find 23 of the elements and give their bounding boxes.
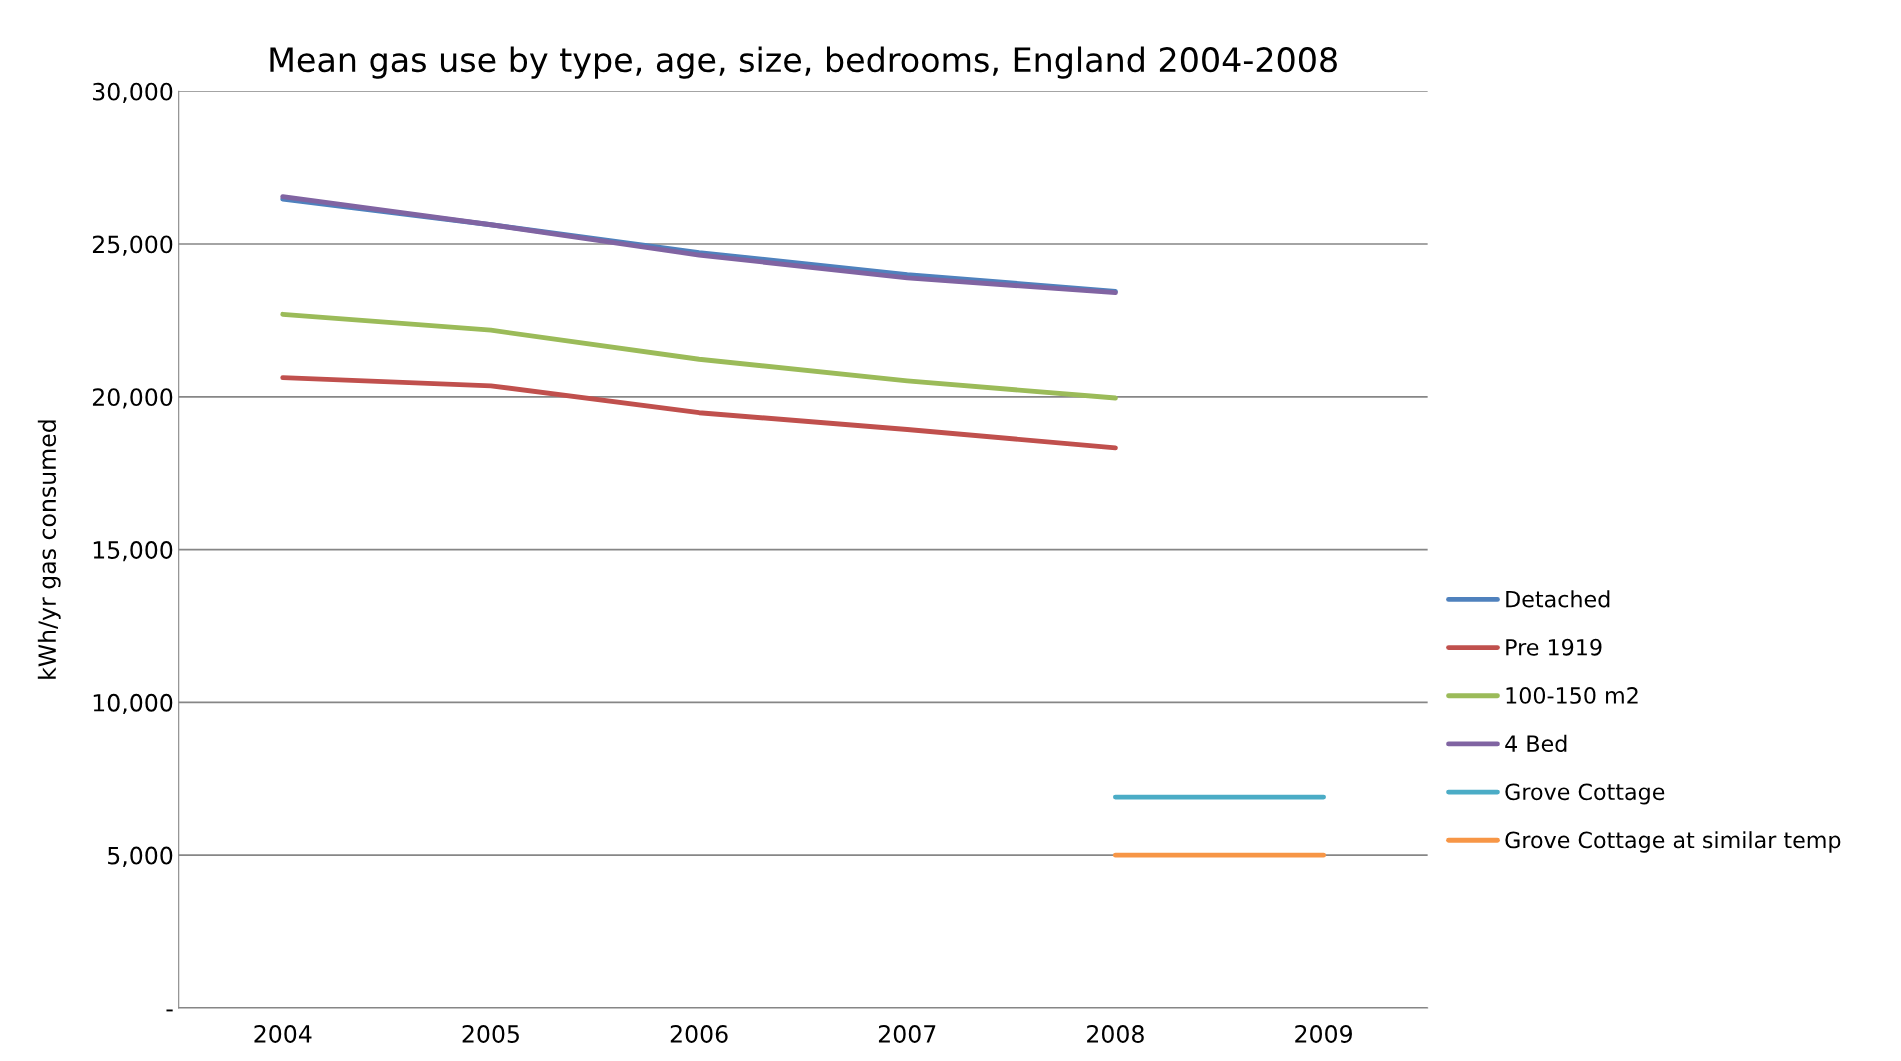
- x-tick-label: 2004: [254, 1025, 312, 1043]
- y-tick-label: 15,000: [93, 541, 173, 562]
- x-tick-label: 2008: [1087, 1025, 1144, 1043]
- y-axis-title: kWh/yr gas consumed: [37, 420, 61, 679]
- chart-title: Mean gas use by type, age, size, bedrooms, England 2004-2008: [270, 46, 1337, 79]
- legend-label: Grove Cottage at similar temp: [1505, 831, 1841, 853]
- y-tick-label: 10,000: [93, 693, 173, 715]
- y-tick-label: 25,000: [92, 235, 173, 256]
- y-tick-label: 5,000: [108, 846, 173, 867]
- line-series: [280, 375, 1118, 451]
- line-series: [280, 311, 1118, 401]
- y-tick-label: 30,000: [93, 82, 173, 103]
- x-tick-label: 2006: [670, 1025, 728, 1043]
- legend-label: Grove Cottage: [1505, 783, 1665, 805]
- legend-label: Detached: [1506, 590, 1610, 608]
- legend-label: 100-150 m2: [1506, 687, 1638, 704]
- x-tick-label: 2007: [878, 1025, 936, 1043]
- y-tick-label: -: [166, 1009, 173, 1012]
- x-tick-label: 2005: [462, 1025, 519, 1043]
- legend-label: Pre 1919: [1506, 638, 1602, 656]
- y-tick-label: 20,000: [92, 388, 173, 409]
- x-tick-label: 2009: [1295, 1025, 1352, 1043]
- legend-label: 4 Bed: [1505, 734, 1567, 753]
